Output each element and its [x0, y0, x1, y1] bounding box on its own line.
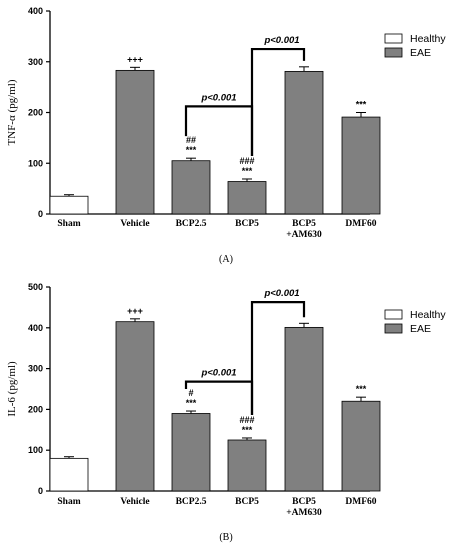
y-tick-label: 300 — [28, 364, 43, 374]
category-label: BCP5 — [235, 497, 259, 507]
p-value-label: p<0.001 — [200, 92, 236, 103]
bar-bcp5-am630 — [284, 326, 324, 492]
bar-dmf60 — [341, 400, 381, 492]
significance-mark: +++ — [127, 306, 143, 316]
category-label: +AM630 — [286, 508, 322, 518]
bar-vehicle — [115, 321, 155, 492]
y-tick-label: 300 — [28, 57, 43, 67]
bar-bcp2.5 — [171, 160, 211, 215]
significance-mark: *** — [242, 425, 253, 435]
p-value-label: p<0.001 — [263, 288, 299, 299]
bar-bcp2.5 — [171, 413, 211, 492]
bar-bcp5 — [227, 181, 267, 215]
chart-panel-b: 0 100 200 300 400 500 IL-6 (pg/ml) Sham Vehicle B… — [6, 282, 446, 543]
bar-vehicle — [115, 69, 155, 215]
significance-mark: *** — [186, 145, 197, 155]
category-label: Sham — [57, 497, 80, 507]
p-value-label: p<0.001 — [263, 35, 299, 46]
y-axis-label: TNF-α (pg/ml) — [6, 79, 18, 145]
category-label: BCP5 — [292, 219, 316, 229]
legend-swatch — [384, 47, 403, 58]
bar-dmf60 — [341, 116, 381, 215]
y-tick-label: 0 — [38, 486, 43, 496]
legend: Healthy EAE — [384, 33, 446, 59]
significance-mark: ### — [239, 156, 254, 166]
bar-sham — [49, 195, 89, 215]
panel-label: (B) — [219, 532, 232, 543]
bar-bcp5-am630 — [284, 70, 324, 215]
significance-mark: +++ — [127, 54, 143, 64]
y-tick-label: 100 — [28, 445, 43, 455]
category-label: DMF60 — [345, 497, 376, 507]
y-tick-label: 500 — [28, 282, 43, 292]
significance-mark: *** — [356, 384, 367, 394]
category-label: Sham — [57, 219, 80, 229]
y-tick-label: 100 — [28, 158, 43, 168]
y-tick-label: 400 — [28, 6, 43, 16]
p-value-label: p<0.001 — [200, 368, 236, 379]
legend-label: EAE — [410, 323, 431, 335]
significance-mark: ### — [239, 415, 254, 425]
legend-swatch — [384, 309, 403, 320]
chart-panel-a: 0 100 200 300 400 TNF-α (pg/ml) Sham Vehicle BCP… — [6, 6, 446, 265]
category-label: +AM630 — [286, 230, 322, 240]
significance-mark: *** — [242, 166, 253, 176]
significance-mark: # — [188, 388, 193, 398]
panel-label: (A) — [219, 254, 233, 265]
category-label: BCP5 — [235, 219, 259, 229]
y-tick-label: 400 — [28, 323, 43, 333]
legend-swatch — [384, 323, 403, 334]
category-label: Vehicle — [120, 497, 149, 507]
significance-bracket — [250, 47, 306, 156]
significance-mark: ## — [186, 135, 196, 145]
legend-swatch — [384, 33, 403, 44]
significance-mark: *** — [186, 398, 197, 408]
legend-label: Healthy — [410, 309, 446, 321]
significance-mark: *** — [356, 100, 367, 110]
legend-label: EAE — [410, 47, 431, 59]
legend-label: Healthy — [410, 33, 446, 45]
y-tick-label: 200 — [28, 404, 43, 414]
significance-bracket — [250, 300, 306, 415]
category-label: Vehicle — [120, 219, 149, 229]
y-tick-label: 200 — [28, 108, 43, 118]
category-label: BCP5 — [292, 497, 316, 507]
category-label: BCP2.5 — [176, 219, 207, 229]
bar-bcp5 — [227, 439, 267, 492]
category-label: DMF60 — [345, 219, 376, 229]
y-axis-label: IL-6 (pg/ml) — [6, 361, 18, 417]
bar-sham — [49, 457, 89, 492]
y-tick-label: 0 — [38, 209, 43, 219]
category-label: BCP2.5 — [176, 497, 207, 507]
legend: Healthy EAE — [384, 309, 446, 335]
